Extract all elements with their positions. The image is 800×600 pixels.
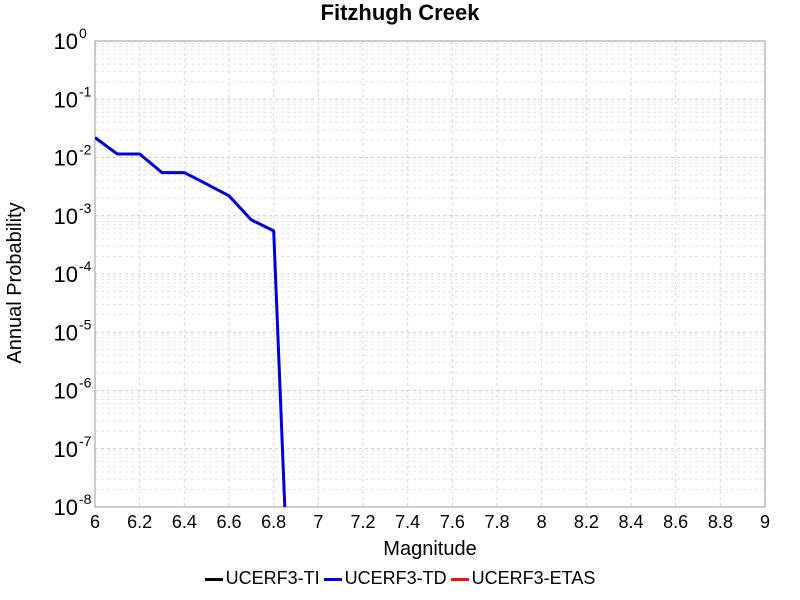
legend-label-1: UCERF3-TD	[344, 568, 447, 588]
x-tick-label-5: 7	[313, 512, 323, 532]
y-tick-label-base-7: 10	[54, 87, 78, 112]
legend-label-0: UCERF3-TI	[225, 568, 320, 588]
y-tick-label-base-0: 10	[54, 495, 78, 520]
legend-swatch-2	[450, 577, 469, 581]
legend-item-1: UCERF3-TD	[323, 568, 447, 589]
y-tick-label-base-3: 10	[54, 320, 78, 345]
legend-swatch-0	[204, 577, 223, 581]
y-tick-label-base-1: 10	[54, 437, 78, 462]
series-line-1	[95, 136, 287, 507]
x-axis-label: Magnitude	[383, 538, 476, 560]
y-tick-label-exp-4: -4	[79, 258, 92, 274]
x-tick-label-0: 6	[90, 512, 100, 532]
y-tick-label-exp-5: -3	[79, 200, 92, 216]
plot-area	[94, 40, 766, 508]
x-tick-label-10: 8	[537, 512, 547, 532]
x-tick-label-14: 8.8	[708, 512, 733, 532]
x-tick-label-15: 9	[760, 512, 770, 532]
y-axis-label: Annual Probability	[4, 202, 26, 363]
y-tick-label-exp-2: -6	[79, 375, 92, 391]
y-tick-label-base-4: 10	[54, 262, 78, 287]
legend-item-2: UCERF3-ETAS	[450, 568, 596, 589]
x-tick-label-9: 7.8	[484, 512, 509, 532]
legend-swatch-1	[323, 577, 342, 581]
x-axis-ticks: 6 6.2 6.4 6.6 6.8 7 7.2 7.4 7.6 7.8 8 8.2 8.4 8.6 8.8 9	[90, 512, 770, 532]
legend: UCERF3-TI UCERF3-TD UCERF3-ETAS	[0, 568, 800, 589]
x-tick-label-8: 7.6	[440, 512, 465, 532]
y-tick-label-exp-1: -7	[79, 433, 92, 449]
x-tick-label-1: 6.2	[127, 512, 152, 532]
y-tick-label-exp-7: -1	[79, 83, 92, 99]
x-tick-label-6: 7.2	[350, 512, 375, 532]
series-layer	[95, 136, 287, 507]
x-tick-label-4: 6.8	[261, 512, 286, 532]
grid	[94, 41, 766, 508]
x-tick-label-12: 8.4	[618, 512, 643, 532]
y-tick-label-exp-6: -2	[79, 142, 92, 158]
y-tick-label-base-8: 10	[54, 29, 78, 54]
x-tick-label-13: 8.6	[663, 512, 688, 532]
y-tick-label-exp-3: -5	[79, 316, 92, 332]
y-tick-label-exp-0: -8	[79, 491, 92, 507]
x-tick-label-3: 6.6	[216, 512, 241, 532]
legend-label-2: UCERF3-ETAS	[471, 568, 596, 588]
chart-title: Fitzhugh Creek	[321, 0, 481, 25]
x-tick-label-11: 8.2	[574, 512, 599, 532]
y-tick-label-base-6: 10	[54, 146, 78, 171]
y-tick-label-exp-8: 0	[79, 25, 87, 41]
y-tick-label-base-5: 10	[54, 204, 78, 229]
x-tick-label-2: 6.4	[172, 512, 197, 532]
x-tick-label-7: 7.4	[395, 512, 420, 532]
y-tick-label-base-2: 10	[54, 379, 78, 404]
legend-item-0: UCERF3-TI	[204, 568, 320, 589]
